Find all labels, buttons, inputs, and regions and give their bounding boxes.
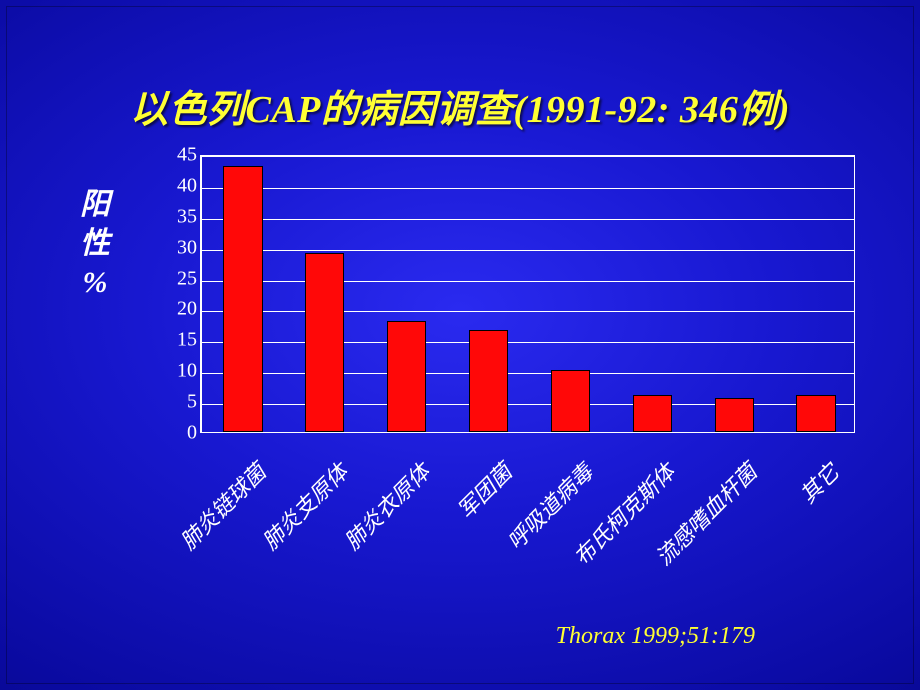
bar <box>387 321 426 432</box>
y-tick-label: 30 <box>155 236 197 259</box>
citation: Thorax 1999;51:179 <box>556 623 755 650</box>
bar <box>796 395 835 432</box>
y-axis-label-line: % <box>75 263 115 302</box>
y-axis-label: 阳 性 % <box>75 185 115 302</box>
y-axis-label-line: 性 <box>75 224 115 263</box>
gridline <box>202 188 854 189</box>
bar-chart: 051015202530354045肺炎链球菌肺炎支原体肺炎衣原体军团菌呼吸道病… <box>155 155 855 433</box>
y-axis-label-line: 阳 <box>75 185 115 224</box>
y-tick-label: 10 <box>155 360 197 383</box>
y-tick-label: 5 <box>155 391 197 414</box>
y-tick-label: 0 <box>155 422 197 445</box>
gridline <box>202 342 854 343</box>
y-tick-label: 15 <box>155 329 197 352</box>
plot-area <box>200 155 855 433</box>
gridline <box>202 250 854 251</box>
gridline <box>202 373 854 374</box>
bar <box>715 398 754 432</box>
bar <box>469 330 508 432</box>
bar <box>305 253 344 432</box>
bar <box>633 395 672 432</box>
gridline <box>202 404 854 405</box>
gridline <box>202 281 854 282</box>
y-tick-label: 40 <box>155 174 197 197</box>
gridline <box>202 311 854 312</box>
y-tick-label: 25 <box>155 267 197 290</box>
y-tick-label: 35 <box>155 205 197 228</box>
bar <box>223 166 262 432</box>
slide: 以色列CAP的病因调查(1991-92: 346例) 阳 性 % 0 5 10 15 2… <box>0 0 920 690</box>
y-tick-label: 45 <box>155 144 197 167</box>
slide-title: 以色列CAP的病因调查(1991-92: 346例) <box>0 78 920 133</box>
gridline <box>202 219 854 220</box>
y-tick-label: 20 <box>155 298 197 321</box>
bar <box>551 370 590 432</box>
